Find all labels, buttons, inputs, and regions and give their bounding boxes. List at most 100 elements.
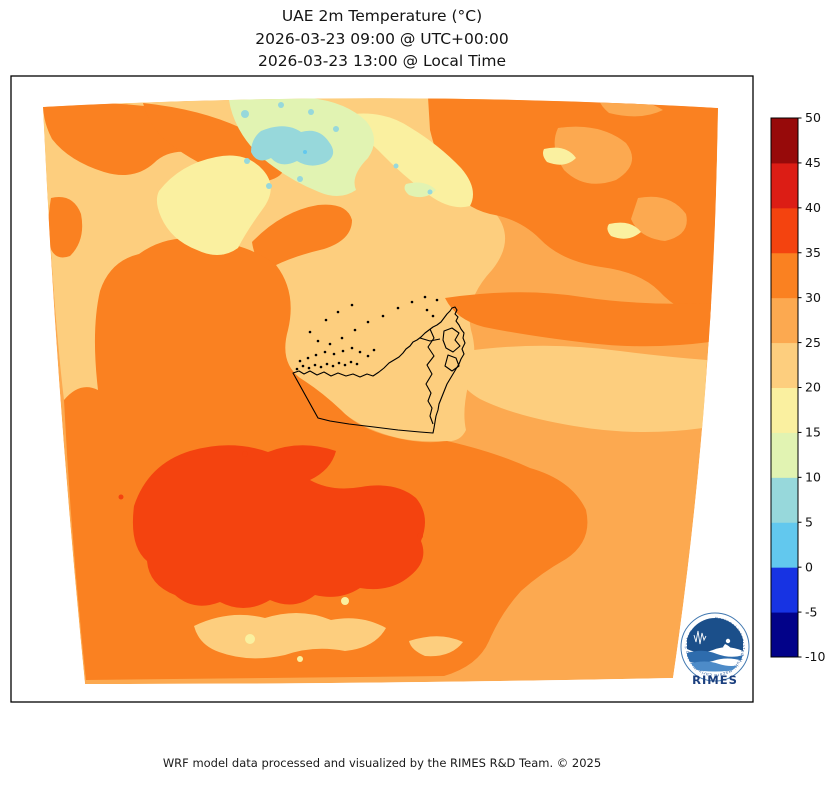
contour-region-15_20: [354, 113, 473, 208]
contour-spot-5_10: [266, 183, 272, 189]
island-dot: [328, 342, 332, 346]
colorbar-segment-20_25: [771, 342, 798, 388]
contour-spot-5_10: [333, 126, 339, 132]
contour-spot-15_20: [245, 634, 255, 644]
island-dot: [308, 330, 312, 334]
contour-region-25_30: [554, 126, 633, 184]
colorbar-tick-label: 30: [805, 290, 821, 305]
contour-region-30_35: [48, 197, 83, 258]
island-dot: [350, 303, 354, 307]
island-dot: [366, 354, 370, 358]
colorbar-segment-45_50: [771, 118, 798, 164]
country-border: [292, 306, 466, 434]
country-border: [444, 354, 460, 372]
island-dot: [336, 310, 340, 314]
contour-spot-5_10: [241, 110, 249, 118]
title-local-time: 2026-03-23 13:00 @ Local Time: [257, 52, 507, 70]
island-dot: [423, 295, 427, 299]
island-dot: [307, 366, 311, 370]
island-dot: [396, 306, 400, 310]
contour-spot-0_5: [303, 150, 307, 154]
logo-wordmark: RIMES: [692, 673, 738, 687]
contour-region-30_35: [445, 292, 712, 347]
country-border: [442, 327, 461, 353]
island-dot: [301, 364, 305, 368]
island-dot: [358, 350, 362, 354]
contour-region-15_20: [156, 155, 271, 256]
island-dot: [298, 359, 302, 363]
island-dot: [410, 300, 414, 304]
colorbar-segment-5_10: [771, 477, 798, 523]
island-dot: [381, 314, 385, 318]
island-dot: [340, 336, 344, 340]
contour-spot-35_40: [118, 494, 124, 500]
colorbar-tick-label: 15: [805, 425, 821, 440]
island-dot: [323, 350, 327, 354]
island-dot: [372, 348, 376, 352]
contour-region-15_20: [543, 147, 576, 165]
island-dot: [331, 364, 335, 368]
island-dot: [316, 339, 320, 343]
contour-region-20_25: [409, 636, 463, 657]
logo-scene: [687, 618, 743, 672]
island-dot: [350, 346, 354, 350]
page-title: UAE 2m Temperature (°C): [281, 7, 483, 25]
title-utc-time: 2026-03-23 09:00 @ UTC+00:00: [255, 29, 509, 48]
colorbar-tick-label: 10: [805, 470, 821, 485]
contour-region-20_25: [456, 345, 707, 433]
colorbar-segment-25_30: [771, 297, 798, 344]
island-dot: [349, 360, 353, 364]
contour-spot-5_10: [244, 158, 250, 164]
colorbar: -10 -5 0 5 10 15 20 25 30 35 40 45 50: [770, 110, 825, 664]
island-dot: [435, 298, 439, 302]
colorbar-segment-35_40: [771, 207, 798, 254]
island-dot: [425, 308, 429, 312]
island-dot: [431, 314, 435, 318]
island-dot: [343, 363, 347, 367]
colorbar-tick-label: 5: [805, 514, 813, 529]
rimes-logo: Regional Integrated Multi-Hazard Early W…: [680, 612, 750, 687]
contour-region-35_40: [132, 445, 426, 609]
island-dot: [353, 328, 357, 332]
logo-figure-icon: [725, 638, 731, 644]
island-dot: [366, 320, 370, 324]
colorbar-tick-label: 25: [805, 335, 821, 350]
colorbar-segment-15_20: [771, 387, 798, 433]
colorbar-tick-label: 45: [805, 155, 821, 170]
country-border: [419, 337, 441, 342]
island-dot: [306, 356, 310, 360]
contour-spot-15_20: [341, 597, 349, 605]
contour-region-20_25: [194, 612, 386, 659]
country-border: [425, 328, 435, 425]
credit-line: WRF model data processed and visualized …: [162, 756, 602, 770]
uae-border-outline: [292, 295, 466, 434]
colorbar-tick-label: 40: [805, 200, 821, 215]
island-dot: [295, 367, 299, 371]
colorbar-tick-label: -5: [805, 604, 817, 619]
contour-region-15_20: [607, 222, 641, 239]
colorbar-tick-label: 20: [805, 380, 821, 395]
map-field: [43, 98, 718, 685]
colorbar-segment-0_5: [771, 522, 798, 568]
contour-spot-5_10: [308, 109, 314, 115]
island-dot: [319, 365, 323, 369]
logo-seismograph-icon: [693, 630, 707, 645]
island-dot: [324, 318, 328, 322]
colorbar-segment-40_45: [771, 162, 798, 209]
contour-region-30_35: [252, 204, 352, 267]
colorbar-segment-30_35: [771, 252, 798, 299]
colorbar-tick-label: 0: [805, 559, 813, 574]
contour-region-25_30: [631, 196, 687, 241]
colorbar-segment-10_15: [771, 432, 798, 478]
contour-spot-5_10: [278, 102, 284, 108]
contour-spot-15_20: [297, 656, 303, 662]
island-dot: [325, 362, 329, 366]
contour-spot-35_40: [417, 533, 423, 539]
colorbar-tick-label: -10: [805, 649, 825, 664]
island-dot: [332, 352, 336, 356]
contour-spot-5_10: [427, 189, 433, 195]
colorbar-segment--10_-5: [771, 612, 798, 658]
colorbar-segment--5_0: [771, 567, 798, 613]
island-dot: [337, 361, 341, 365]
